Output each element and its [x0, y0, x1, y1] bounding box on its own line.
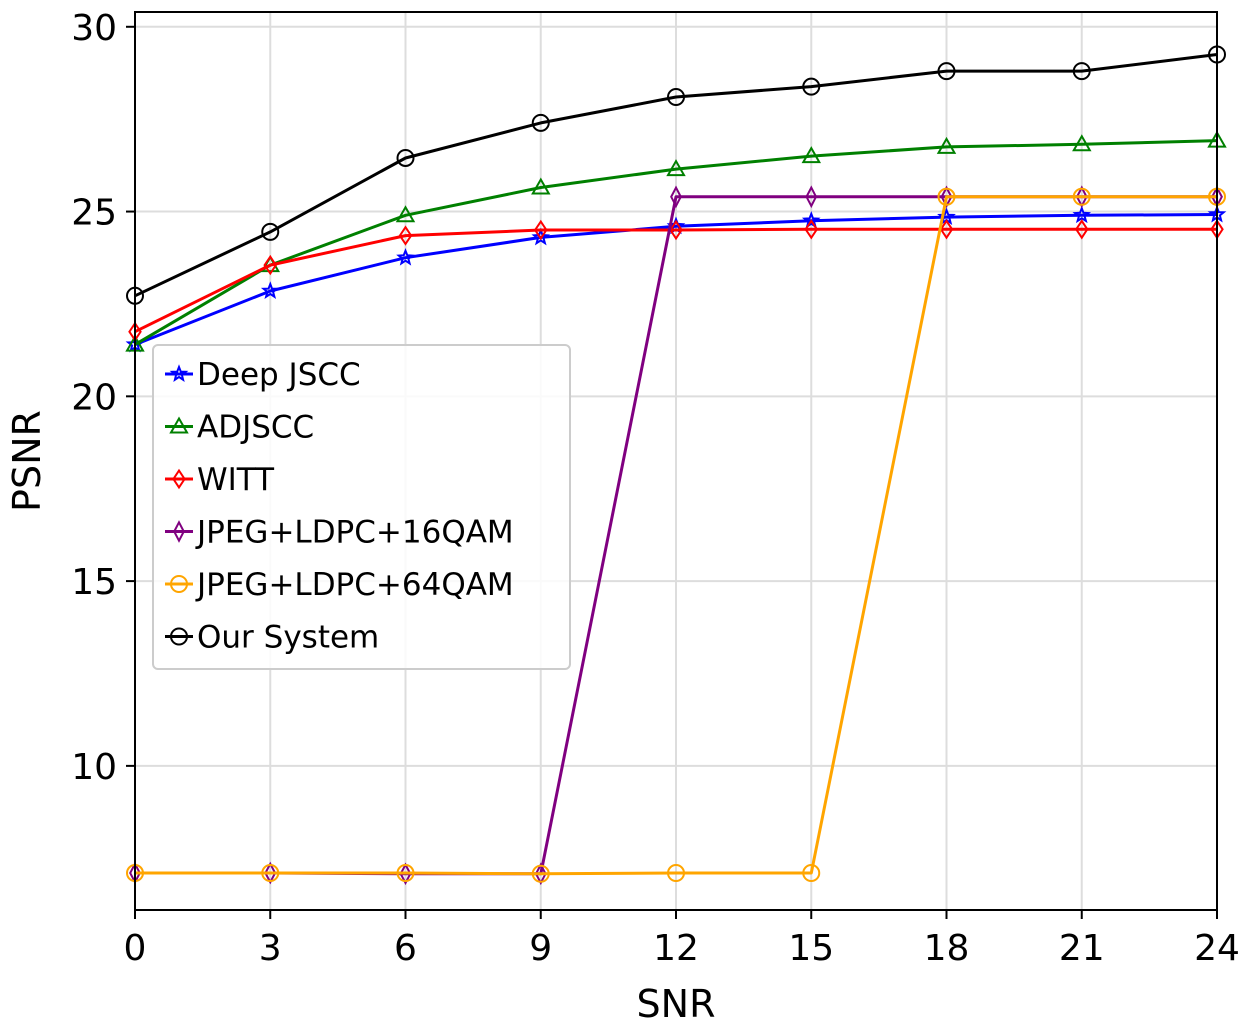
x-tick-label: 12: [653, 928, 699, 969]
data-point: [805, 185, 818, 209]
legend-label: JPEG+LDPC+64QAM: [195, 567, 514, 603]
legend-entry: ADJSCC: [165, 410, 314, 446]
data-point: [531, 864, 550, 883]
data-point: [396, 864, 415, 883]
data-point: [1072, 62, 1091, 81]
data-point: [801, 210, 821, 229]
x-tick-label: 6: [394, 928, 417, 969]
data-point: [396, 148, 415, 167]
data-point: [669, 219, 683, 241]
legend-label: Deep JSCC: [197, 357, 361, 393]
series-line: [134, 227, 1217, 334]
data-point: [531, 227, 551, 246]
legend-entry: JPEG+LDPC+64QAM: [165, 567, 514, 603]
data-point: [1075, 185, 1088, 209]
data-point: [666, 159, 686, 177]
y-tick-label: 20: [71, 377, 117, 418]
data-point: [937, 62, 956, 81]
legend-label: ADJSCC: [197, 410, 314, 446]
series-line: [134, 213, 1218, 346]
data-point: [531, 113, 550, 132]
x-tick-label: 21: [1059, 928, 1105, 969]
data-point: [802, 77, 821, 96]
y-tick-label: 15: [71, 562, 117, 603]
data-point: [261, 864, 280, 883]
data-point: [940, 185, 953, 209]
data-point: [398, 225, 413, 246]
data-point: [936, 136, 957, 154]
x-tick-label: 15: [788, 928, 834, 969]
x-tick-label: 0: [124, 928, 147, 969]
legend: Deep JSCC ADJSCC WITT JPEG+LDPC+16QAM JPEG+L…: [152, 344, 571, 670]
y-tick-label: 25: [71, 193, 117, 234]
legend-label: Our System: [197, 620, 379, 656]
y-axis-title: PSNR: [5, 410, 49, 512]
legend-entry: Deep JSCC: [165, 357, 361, 393]
x-tick-label: 24: [1194, 928, 1240, 969]
legend-marker: [170, 627, 188, 646]
legend-frame: [152, 344, 571, 670]
axis-ticks: 0 3 6 9 12 15 18 21 24 10 15 20 25 30: [71, 8, 1240, 969]
data-point: [261, 222, 280, 241]
data-point: [939, 219, 954, 240]
legend-entry: Our System: [165, 620, 379, 656]
data-point: [395, 205, 416, 223]
series-witt: [128, 219, 1224, 342]
series-line: [134, 139, 1218, 346]
legend-entry: JPEG+LDPC+16QAM: [165, 515, 514, 551]
data-point: [264, 861, 277, 885]
data-point: [801, 146, 822, 164]
data-point: [531, 177, 551, 195]
data-point: [804, 219, 819, 240]
x-axis-title: SNR: [637, 982, 716, 1025]
data-point: [1072, 205, 1092, 224]
data-point: [670, 185, 682, 209]
data-point: [667, 864, 685, 883]
data-point: [533, 219, 548, 241]
data-point: [263, 254, 278, 276]
x-tick-label: 18: [924, 928, 970, 969]
data-point: [802, 864, 821, 883]
legend-marker: [169, 416, 189, 434]
data-point: [1074, 219, 1089, 240]
y-tick-label: 30: [71, 8, 117, 49]
series-our-system: [126, 45, 1226, 305]
legend-marker: [172, 468, 186, 490]
x-tick-label: 3: [259, 928, 282, 969]
legend-entry: WITT: [165, 462, 275, 498]
data-point: [260, 281, 280, 299]
legend-marker: [170, 575, 188, 593]
data-point: [1072, 134, 1092, 152]
legend-marker: [169, 364, 189, 382]
legend-label: JPEG+LDPC+16QAM: [195, 515, 514, 551]
data-point: [937, 187, 956, 206]
data-point: [534, 862, 547, 886]
data-point: [667, 87, 685, 106]
data-point: [1072, 187, 1091, 206]
legend-label: WITT: [197, 462, 275, 498]
y-tick-label: 10: [71, 747, 117, 788]
series-line: [135, 195, 1217, 876]
data-point: [396, 247, 415, 266]
series-layer: [125, 45, 1227, 886]
data-point: [399, 862, 412, 886]
series-line: [134, 53, 1218, 298]
x-tick-label: 9: [529, 928, 552, 969]
legend-marker: [173, 520, 185, 543]
